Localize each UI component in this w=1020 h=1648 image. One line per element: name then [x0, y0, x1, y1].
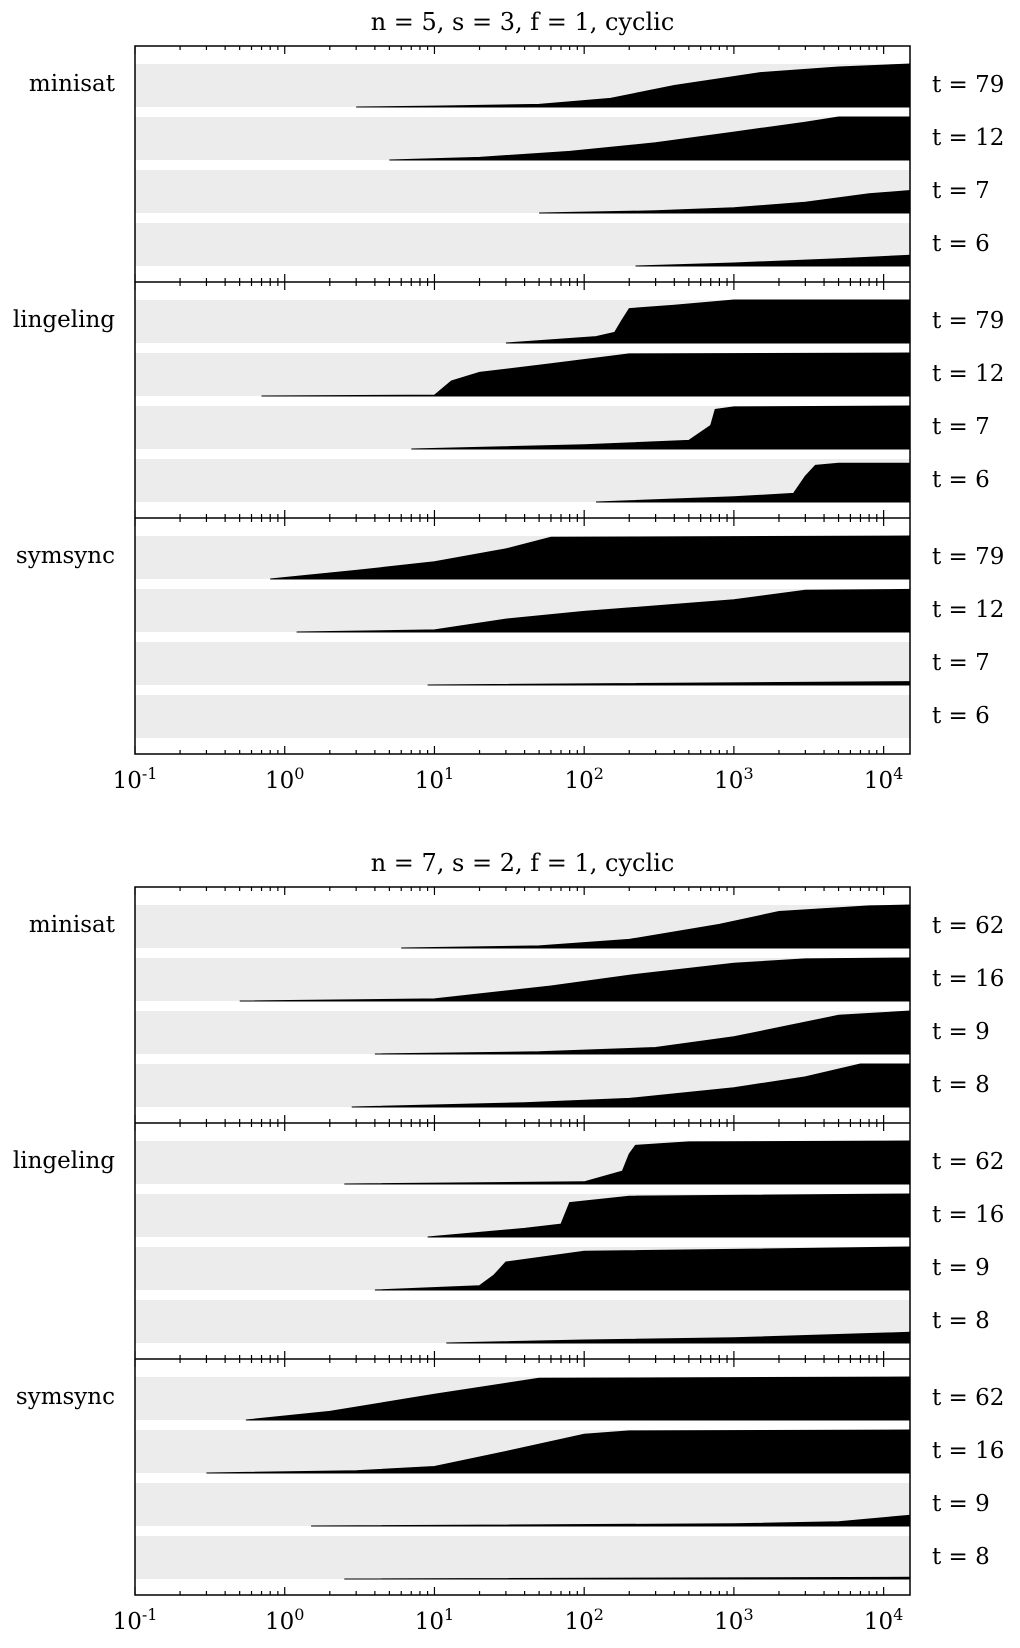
x-tick-label: 104 — [864, 1605, 903, 1635]
x-tick-label: 10-1 — [113, 764, 158, 794]
series-label: t = 9 — [932, 1255, 990, 1281]
series-label: t = 62 — [932, 1385, 1004, 1411]
row-background — [135, 1483, 910, 1526]
series-label: t = 9 — [932, 1491, 990, 1517]
series-area — [635, 254, 911, 267]
series-label: t = 16 — [932, 1438, 1004, 1464]
panel-minisat: minisat t = 79 t = 12 t = 7 t = 6 — [29, 46, 1004, 282]
series-label: t = 12 — [932, 597, 1004, 623]
row-background — [135, 1300, 910, 1343]
x-tick-label: 102 — [564, 764, 603, 794]
chart-2: n = 7, s = 2, f = 1, cyclic minisat t = 62… — [13, 849, 1005, 1635]
solver-label: minisat — [29, 71, 116, 97]
series-label: t = 12 — [932, 125, 1004, 151]
x-tick-label: 101 — [415, 764, 454, 794]
x-tick-label: 101 — [415, 1605, 454, 1635]
series-label: t = 7 — [932, 650, 990, 676]
x-tick-label: 104 — [864, 764, 903, 794]
series-area — [446, 1331, 911, 1344]
panel-symsync: symsync t = 62 t = 16 t = 9 t = 8 — [16, 1358, 1004, 1595]
series-label: t = 8 — [932, 1544, 990, 1570]
series-label: t = 79 — [932, 72, 1004, 98]
plot-frame — [134, 886, 911, 1596]
series-label: t = 16 — [932, 1202, 1004, 1228]
series-label: t = 62 — [932, 913, 1004, 939]
series-label: t = 79 — [932, 544, 1004, 570]
plot-frame — [134, 45, 911, 755]
solver-label: lingeling — [13, 307, 115, 333]
series-label: t = 7 — [932, 178, 990, 204]
series-label: t = 6 — [932, 231, 990, 257]
series-label: t = 8 — [932, 1072, 990, 1098]
x-tick-label: 100 — [265, 764, 304, 794]
panel-lingeling: lingeling t = 62 t = 16 t = 9 t = 8 — [13, 1122, 1004, 1359]
solver-label: symsync — [16, 543, 115, 569]
x-tick-label: 103 — [714, 764, 753, 794]
panel-lingeling: lingeling t = 79 t = 12 t = 7 t = 6 — [13, 281, 1004, 518]
solver-label: minisat — [29, 912, 116, 938]
series-label: t = 6 — [932, 703, 990, 729]
series-label: t = 62 — [932, 1149, 1004, 1175]
x-tick-label: 103 — [714, 1605, 753, 1635]
row-background — [135, 223, 910, 266]
x-tick-label: 102 — [564, 1605, 603, 1635]
row-background — [135, 1536, 910, 1579]
chart-1: n = 5, s = 3, f = 1, cyclic minisat t = 79… — [13, 8, 1005, 794]
solver-label: lingeling — [13, 1148, 115, 1174]
series-label: t = 7 — [932, 414, 990, 440]
chart-title: n = 7, s = 2, f = 1, cyclic — [371, 849, 675, 877]
solver-label: symsync — [16, 1384, 115, 1410]
series-label: t = 6 — [932, 467, 990, 493]
chart-title: n = 5, s = 3, f = 1, cyclic — [371, 8, 675, 36]
x-tick-label: 100 — [265, 1605, 304, 1635]
row-background — [135, 695, 910, 738]
series-area — [311, 1514, 911, 1527]
series-label: t = 9 — [932, 1019, 990, 1045]
series-label: t = 8 — [932, 1308, 990, 1334]
series-label: t = 79 — [932, 308, 1004, 334]
x-tick-label: 10-1 — [113, 1605, 158, 1635]
series-label: t = 12 — [932, 361, 1004, 387]
panel-symsync: symsync t = 79 t = 12 t = 7 t = 6 — [16, 517, 1004, 754]
panel-minisat: minisat t = 62 t = 16 t = 9 t = 8 — [29, 887, 1004, 1123]
row-background — [135, 642, 910, 685]
series-label: t = 16 — [932, 966, 1004, 992]
